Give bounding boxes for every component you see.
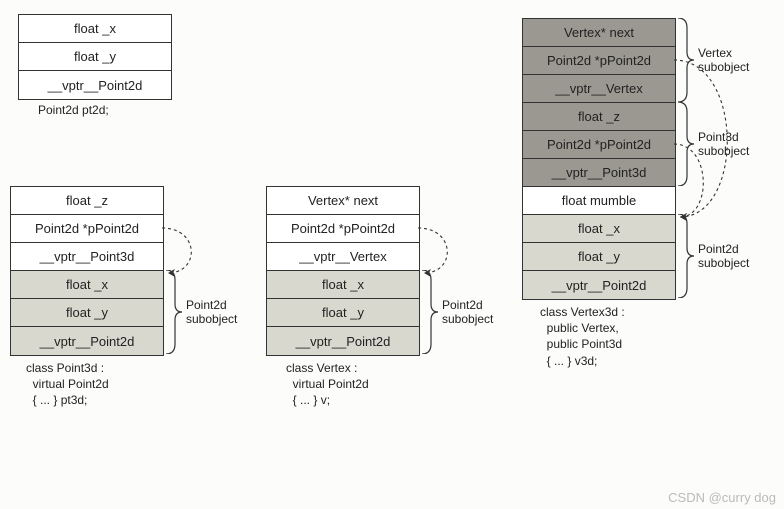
brace: [166, 270, 184, 354]
cell: float _z: [523, 103, 675, 131]
brace: [678, 18, 696, 102]
brace: [422, 270, 440, 354]
cell: __vptr__Point3d: [11, 243, 163, 271]
cell: float _y: [11, 299, 163, 327]
cell: float _x: [267, 271, 419, 299]
cell: __vptr__Point3d: [523, 159, 675, 187]
caption-v3d: class Vertex3d : public Vertex, public P…: [540, 304, 625, 369]
brace-label: Vertex subobject: [698, 46, 749, 75]
brace-label: Point2d subobject: [698, 242, 749, 271]
watermark: CSDN @curry dog: [668, 490, 776, 505]
layout-box-pt2d: float _xfloat _y__vptr__Point2d: [18, 14, 172, 100]
caption-pt2d: Point2d pt2d;: [38, 102, 109, 118]
brace: [678, 214, 696, 298]
brace-label: Point2d subobject: [442, 298, 493, 327]
brace: [678, 102, 696, 186]
layout-box-vertex: Vertex* nextPoint2d *pPoint2d__vptr__Ver…: [266, 186, 420, 356]
caption-vertex: class Vertex : virtual Point2d { ... } v…: [286, 360, 369, 409]
layout-box-v3d: Vertex* nextPoint2d *pPoint2d__vptr__Ver…: [522, 18, 676, 300]
cell: __vptr__Vertex: [523, 75, 675, 103]
cell: float _x: [523, 215, 675, 243]
cell: float mumble: [523, 187, 675, 215]
cell: Point2d *pPoint2d: [523, 47, 675, 75]
cell: Point2d *pPoint2d: [523, 131, 675, 159]
cell: float _x: [19, 15, 171, 43]
cell: __vptr__Point2d: [267, 327, 419, 355]
cell: Vertex* next: [523, 19, 675, 47]
caption-pt3d: class Point3d : virtual Point2d { ... } …: [26, 360, 109, 409]
cell: float _y: [19, 43, 171, 71]
cell: float _z: [11, 187, 163, 215]
cell: Point2d *pPoint2d: [267, 215, 419, 243]
cell: Vertex* next: [267, 187, 419, 215]
cell: __vptr__Point2d: [523, 271, 675, 299]
cell: __vptr__Point2d: [19, 71, 171, 99]
layout-box-pt3d: float _zPoint2d *pPoint2d__vptr__Point3d…: [10, 186, 164, 356]
brace-label: Point3d subobject: [698, 130, 749, 159]
cell: float _x: [11, 271, 163, 299]
cell: float _y: [523, 243, 675, 271]
cell: __vptr__Vertex: [267, 243, 419, 271]
brace-label: Point2d subobject: [186, 298, 237, 327]
cell: float _y: [267, 299, 419, 327]
cell: __vptr__Point2d: [11, 327, 163, 355]
cell: Point2d *pPoint2d: [11, 215, 163, 243]
